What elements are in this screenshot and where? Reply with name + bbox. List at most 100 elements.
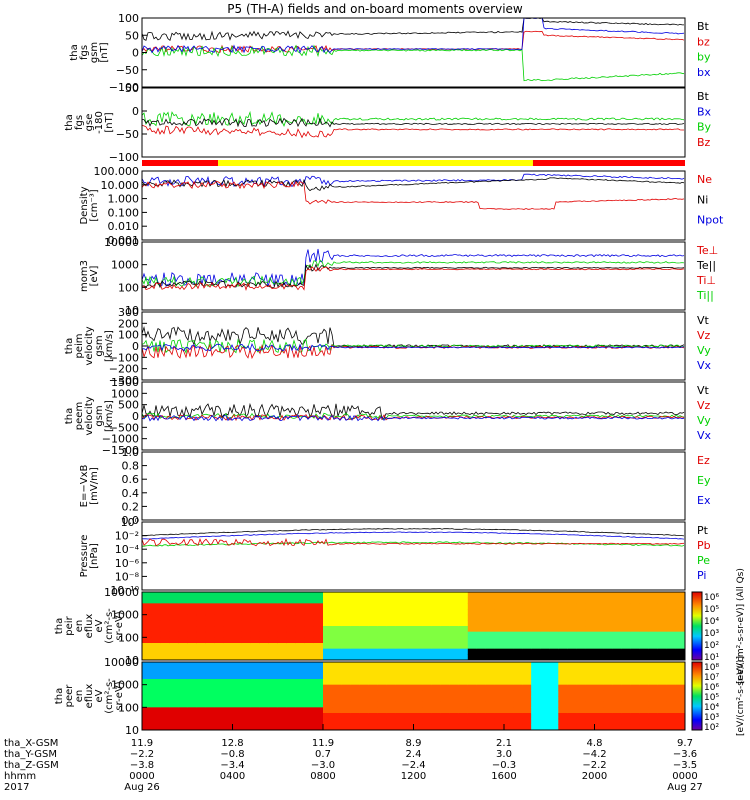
heatmap-cell [277,662,288,669]
heatmap-cell [531,643,541,650]
heatmap-cell [332,626,342,633]
heatmap-cell [648,597,659,604]
heatmap-cell [241,673,252,680]
heatmap-cell [341,667,351,674]
heatmap-cell [404,684,414,691]
heatmap-cell [323,648,333,655]
heatmap-cell [178,592,188,599]
heatmap-cell [540,690,550,697]
x-tick-label: −3.5 [673,760,697,771]
heatmap-cell [395,643,405,650]
heatmap-cell [223,713,233,720]
heatmap-cell [612,592,623,599]
heatmap-cell [359,679,369,686]
heatmap-cell [504,597,514,604]
heatmap-cell [476,592,487,599]
heatmap-cell [540,662,550,669]
heatmap-cell [169,690,179,697]
heatmap-cell [359,609,369,616]
heatmap-cell [666,684,677,691]
legend-ti⊥: Ti⊥ [696,274,716,287]
heatmap-cell [250,662,261,669]
heatmap-cell [341,626,351,633]
heatmap-cell [304,603,315,610]
heatmap-cell [313,643,324,650]
heatmap-cell [187,654,197,661]
heatmap-cell [178,637,188,644]
heatmap-cell [422,673,433,680]
heatmap-cell [540,724,550,731]
heatmap-cell [558,597,568,604]
heatmap-cell [214,614,224,621]
heatmap-cell [666,643,677,650]
heatmap-cell [142,707,152,714]
y-tick-label: −200 [109,363,139,376]
heatmap-cell [404,662,414,669]
heatmap-cell [259,667,270,674]
ylabel-line: sr-eV) [114,681,125,710]
heatmap-cell [648,679,659,686]
heatmap-cell [250,673,261,680]
heatmap-cell [160,690,170,697]
heatmap-cell [323,643,333,650]
heatmap-cell [313,637,324,644]
colorbar-tick: 10⁶ [704,683,719,693]
heatmap-cell [612,620,623,627]
ylabel-line: (cm²-s- [104,608,115,644]
heatmap-cell [169,597,179,604]
heatmap-cell [513,696,523,703]
heatmap-cell [295,643,306,650]
y-tick-label: 100 [118,12,139,25]
heatmap-cell [612,718,623,725]
heatmap-cell [567,707,577,714]
heatmap-cell [513,654,523,661]
heatmap-cell [142,673,152,680]
heatmap-cell [522,679,532,686]
heatmap-cell [431,597,442,604]
heatmap-cell [675,609,686,616]
heatmap-cell [675,643,686,650]
heatmap-cell [341,648,351,655]
y-tick-label: 0.0 [122,514,140,527]
heatmap-cell [241,696,252,703]
heatmap-cell [603,614,614,621]
legend-bx: bx [697,66,711,79]
heatmap-cell [404,667,414,674]
heatmap-cell [368,696,378,703]
series-line-1 [141,173,685,188]
heatmap-cell [332,701,342,708]
heatmap-cell [295,673,306,680]
heatmap-cell [386,662,396,669]
heatmap-cell [359,614,369,621]
heatmap-cell [341,690,351,697]
heatmap-cell [630,603,641,610]
heatmap-cell [558,662,568,669]
heatmap-cell [639,648,650,655]
heatmap-cell [648,626,659,633]
heatmap-cell [648,684,659,691]
heatmap-cell [160,679,170,686]
heatmap-cell [223,701,233,708]
heatmap-cell [567,631,577,638]
heatmap-cell [567,626,577,633]
heatmap-cell [621,654,632,661]
heatmap-cell [458,637,469,644]
panel-ylabel: E=−VxB [mV/m] [79,465,100,508]
heatmap-cell [558,679,568,686]
heatmap-cell [323,603,333,610]
heatmap-cell [431,620,442,627]
ylabel-line: fgs [74,115,85,130]
heatmap-cell [277,701,288,708]
heatmap-cell [431,679,442,686]
ylabel-line: (cm²-s- [104,678,115,714]
heatmap-cell [458,643,469,650]
heatmap-cell [440,696,451,703]
heatmap-cell [359,713,369,720]
ylabel-line: gsm [94,405,105,426]
heatmap-cell [639,713,650,720]
heatmap-cell [332,690,342,697]
heatmap-cell [350,673,360,680]
heatmap-cell [196,597,206,604]
heatmap-cell [368,707,378,714]
